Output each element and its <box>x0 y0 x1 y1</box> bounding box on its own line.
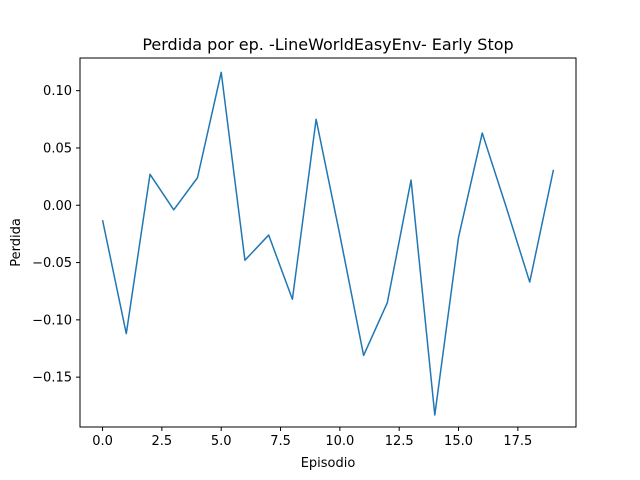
y-tick-label: −0.10 <box>32 313 72 328</box>
x-tick-label: 7.5 <box>270 434 291 449</box>
y-axis-label: Perdida <box>9 218 24 267</box>
x-tick-label: 0.0 <box>92 434 113 449</box>
x-tick-label: 15.0 <box>444 434 473 449</box>
plot-area <box>80 58 576 427</box>
x-tick-label: 12.5 <box>385 434 414 449</box>
y-tick-label: −0.15 <box>32 371 72 386</box>
x-axis-label: Episodio <box>301 456 356 471</box>
x-tick-label: 10.0 <box>325 434 354 449</box>
y-tick-label: 0.10 <box>43 84 72 99</box>
x-axis-ticks: 0.0 2.5 5.0 7.5 10.0 12.5 15.0 17.5 <box>92 427 532 449</box>
series-line <box>101 71 555 416</box>
chart-title: Perdida por ep. -LineWorldEasyEnv- Early… <box>142 35 513 54</box>
x-tick-label: 17.5 <box>503 434 532 449</box>
series-layer <box>101 71 555 416</box>
y-tick-label: 0.05 <box>43 141 72 156</box>
y-axis-ticks: −0.15 −0.10 −0.05 0.00 0.05 0.10 <box>32 84 80 386</box>
plot-frame <box>79 57 577 428</box>
x-tick-label: 2.5 <box>152 434 173 449</box>
x-tick-label: 5.0 <box>211 434 232 449</box>
y-tick-label: −0.05 <box>32 256 72 271</box>
y-tick-label: 0.00 <box>43 199 72 214</box>
